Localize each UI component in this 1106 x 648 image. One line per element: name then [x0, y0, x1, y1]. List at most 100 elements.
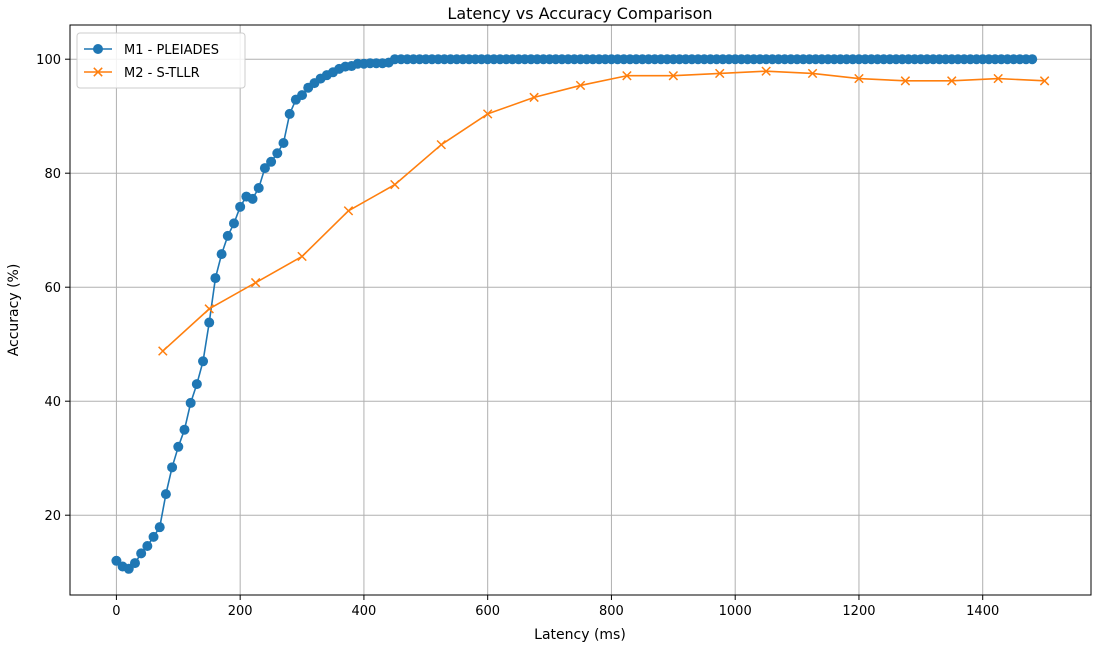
data-point — [714, 68, 725, 79]
x-marker-stroke — [575, 80, 586, 91]
data-point — [142, 540, 153, 551]
data-point — [216, 249, 227, 260]
x-marker-stroke — [807, 68, 818, 79]
data-point — [185, 397, 196, 408]
data-point — [575, 80, 586, 91]
data-point — [210, 273, 221, 284]
legend-marker — [93, 67, 103, 77]
data-point — [854, 73, 864, 84]
data-point — [179, 424, 190, 435]
x-marker-stroke — [93, 67, 103, 77]
x-marker-stroke — [250, 277, 261, 288]
data-point — [390, 179, 400, 190]
series-line — [162, 70, 1045, 352]
x-marker-stroke — [900, 76, 911, 86]
x-tick-label: 200 — [228, 604, 253, 619]
data-point — [266, 156, 277, 167]
x-marker-stroke — [761, 66, 771, 76]
data-point — [204, 304, 214, 314]
grid — [70, 25, 1091, 595]
legend-label: M2 - S-TLLR — [124, 66, 200, 81]
data-point — [272, 148, 283, 159]
x-marker-stroke — [622, 70, 632, 81]
x-marker-stroke — [947, 76, 957, 86]
x-marker-stroke — [204, 304, 214, 314]
legend-entry: M2 - S-TLLR — [84, 66, 200, 81]
x-marker-stroke — [668, 70, 679, 81]
y-axis-ticks: 20 40 60 80 100 — [36, 53, 70, 524]
data-point — [807, 68, 818, 79]
data-point — [222, 230, 233, 241]
x-tick-label: 1000 — [719, 604, 752, 619]
data-point — [668, 70, 679, 81]
data-point — [1027, 54, 1038, 65]
legend-marker — [93, 44, 103, 54]
data-point — [173, 441, 184, 452]
x-tick-label: 1400 — [966, 604, 999, 619]
y-tick-label: 60 — [44, 281, 61, 296]
series-line — [115, 58, 1033, 570]
data-point — [900, 76, 911, 86]
data-point — [343, 206, 354, 216]
data-point — [436, 139, 447, 150]
data-point — [154, 522, 165, 533]
data-point — [284, 108, 295, 119]
legend-label: M1 - PLEIADES — [124, 43, 219, 58]
y-tick-label: 80 — [44, 167, 61, 182]
y-tick-label: 40 — [44, 395, 61, 410]
data-point — [253, 183, 264, 194]
data-point — [167, 462, 178, 473]
data-point — [198, 356, 209, 367]
data-point — [622, 70, 632, 81]
data-point — [529, 92, 539, 103]
x-marker-stroke — [714, 68, 725, 79]
chart-title: Latency vs Accuracy Comparison — [447, 4, 712, 23]
x-marker-stroke — [993, 73, 1003, 84]
data-point — [160, 489, 171, 500]
x-axis-label: Latency (ms) — [534, 627, 626, 643]
x-marker-stroke — [390, 179, 400, 190]
data-point — [136, 548, 147, 559]
data-point — [993, 73, 1003, 84]
y-tick-label: 100 — [36, 53, 61, 68]
legend-box — [76, 32, 246, 89]
series-1 — [111, 54, 1038, 574]
data-point — [250, 277, 261, 288]
x-marker-stroke — [297, 251, 307, 262]
data-point — [148, 531, 159, 542]
legend: M1 - PLEIADES M2 - S-TLLR — [76, 32, 246, 89]
data-point — [228, 218, 239, 229]
x-tick-label: 800 — [599, 604, 624, 619]
data-point — [297, 251, 307, 262]
x-tick-label: 1200 — [842, 604, 875, 619]
x-axis-ticks: 0 200 400 600 800 1000 1200 1400 — [112, 595, 999, 619]
series-layer — [111, 54, 1050, 574]
x-marker-stroke — [158, 346, 168, 356]
y-axis-label: Accuracy (%) — [6, 264, 22, 357]
data-point — [761, 66, 771, 76]
x-marker-stroke — [854, 73, 864, 84]
x-tick-label: 600 — [475, 604, 500, 619]
y-tick-label: 20 — [44, 509, 61, 524]
legend-entry: M1 - PLEIADES — [84, 43, 219, 58]
x-marker-stroke — [436, 139, 447, 150]
data-point — [278, 137, 289, 148]
data-point — [247, 193, 258, 204]
x-tick-label: 0 — [112, 604, 120, 619]
data-point — [1039, 76, 1050, 86]
data-point — [204, 317, 215, 328]
data-point — [191, 379, 202, 390]
x-marker-stroke — [482, 109, 493, 119]
x-marker-stroke — [343, 206, 354, 216]
data-point — [297, 90, 308, 101]
data-point — [947, 76, 957, 86]
x-marker-stroke — [1039, 76, 1050, 86]
data-point — [259, 163, 270, 174]
data-point — [235, 201, 246, 212]
plot-frame — [69, 24, 1092, 596]
x-marker-stroke — [529, 92, 539, 103]
series-2 — [158, 66, 1050, 356]
x-tick-label: 400 — [352, 604, 377, 619]
data-point — [129, 558, 140, 569]
